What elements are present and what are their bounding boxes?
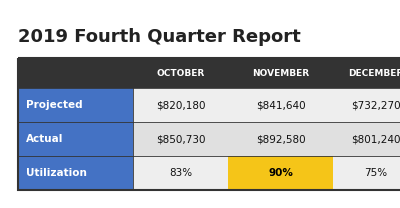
Text: 83%: 83% — [169, 168, 192, 178]
Bar — [228, 122, 333, 156]
Bar — [133, 88, 228, 122]
Bar — [18, 122, 133, 156]
Bar — [133, 58, 228, 88]
Text: $820,180: $820,180 — [156, 100, 205, 110]
Bar — [18, 88, 133, 122]
Text: $892,580: $892,580 — [256, 134, 305, 144]
Text: $850,730: $850,730 — [156, 134, 205, 144]
Text: $801,240: $801,240 — [351, 134, 400, 144]
Bar — [333, 122, 400, 156]
Bar — [228, 58, 333, 88]
Bar — [333, 156, 400, 190]
Bar — [333, 88, 400, 122]
Text: 75%: 75% — [364, 168, 387, 178]
Text: Utilization: Utilization — [26, 168, 87, 178]
Bar — [228, 156, 333, 190]
Text: $732,270: $732,270 — [351, 100, 400, 110]
Text: DECEMBER: DECEMBER — [348, 68, 400, 78]
Text: Actual: Actual — [26, 134, 63, 144]
Bar — [228, 88, 333, 122]
Text: 90%: 90% — [268, 168, 293, 178]
Text: OCTOBER: OCTOBER — [156, 68, 205, 78]
Text: 2019 Fourth Quarter Report: 2019 Fourth Quarter Report — [18, 28, 301, 46]
Text: NOVEMBER: NOVEMBER — [252, 68, 309, 78]
Bar — [18, 156, 133, 190]
Bar — [133, 122, 228, 156]
Bar — [333, 58, 400, 88]
Bar — [133, 156, 228, 190]
Bar — [18, 58, 400, 190]
Bar — [18, 58, 133, 88]
Text: $841,640: $841,640 — [256, 100, 305, 110]
Text: Projected: Projected — [26, 100, 83, 110]
